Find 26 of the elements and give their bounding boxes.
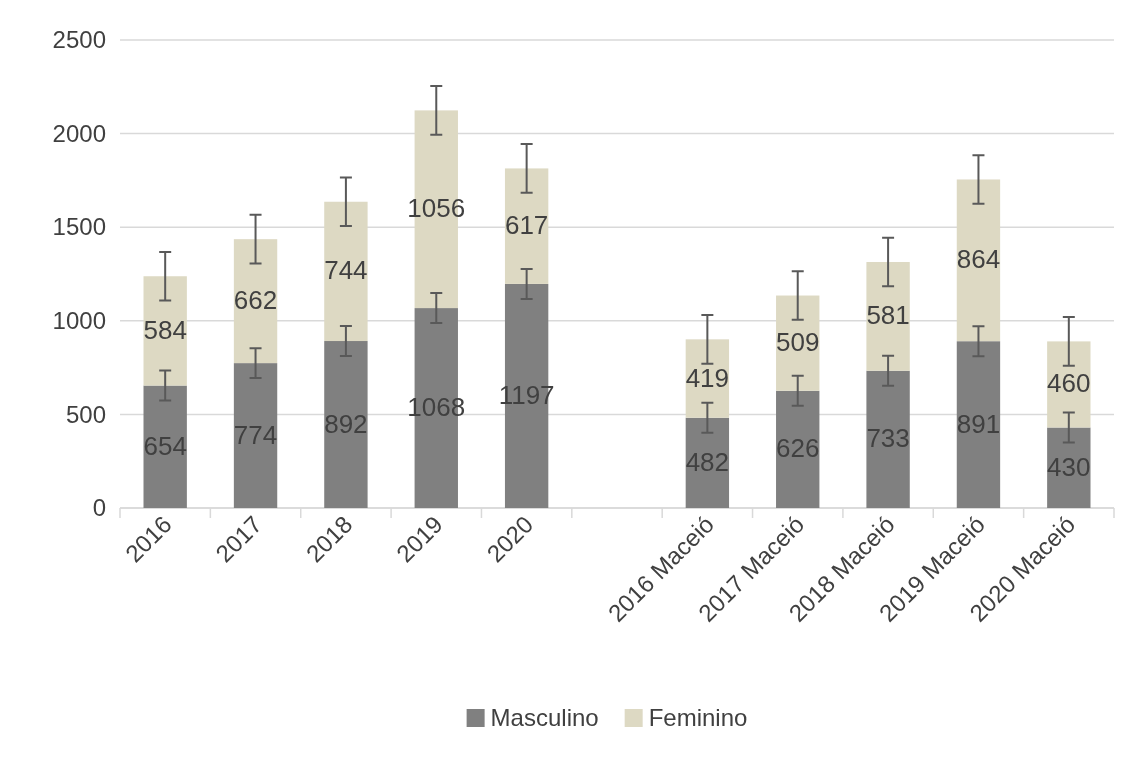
data-label: 430 bbox=[1047, 451, 1091, 482]
y-tick-label: 2500 bbox=[52, 26, 106, 54]
data-label: 744 bbox=[324, 255, 368, 286]
legend-label: Masculino bbox=[490, 704, 599, 731]
data-label: 482 bbox=[685, 446, 730, 477]
y-tick-label: 2000 bbox=[52, 119, 106, 147]
data-label: 891 bbox=[956, 408, 1001, 439]
data-label: 460 bbox=[1047, 368, 1091, 399]
y-tick-label: 0 bbox=[92, 494, 106, 522]
y-tick-label: 1500 bbox=[52, 213, 106, 241]
data-label: 864 bbox=[956, 244, 1001, 275]
data-label: 774 bbox=[233, 419, 278, 450]
data-label: 419 bbox=[685, 362, 730, 393]
data-label: 584 bbox=[143, 314, 187, 345]
data-label: 654 bbox=[143, 430, 187, 461]
data-label: 509 bbox=[776, 327, 820, 358]
data-label: 626 bbox=[776, 433, 820, 464]
data-label: 662 bbox=[233, 285, 278, 316]
legend-label: Feminino bbox=[648, 704, 748, 731]
data-label: 733 bbox=[866, 423, 910, 454]
data-label: 617 bbox=[504, 210, 549, 241]
y-tick-label: 500 bbox=[65, 400, 106, 428]
y-tick-label: 1000 bbox=[52, 306, 106, 334]
data-label: 581 bbox=[866, 300, 910, 331]
data-label: 1056 bbox=[407, 193, 466, 224]
data-label: 892 bbox=[324, 408, 368, 439]
